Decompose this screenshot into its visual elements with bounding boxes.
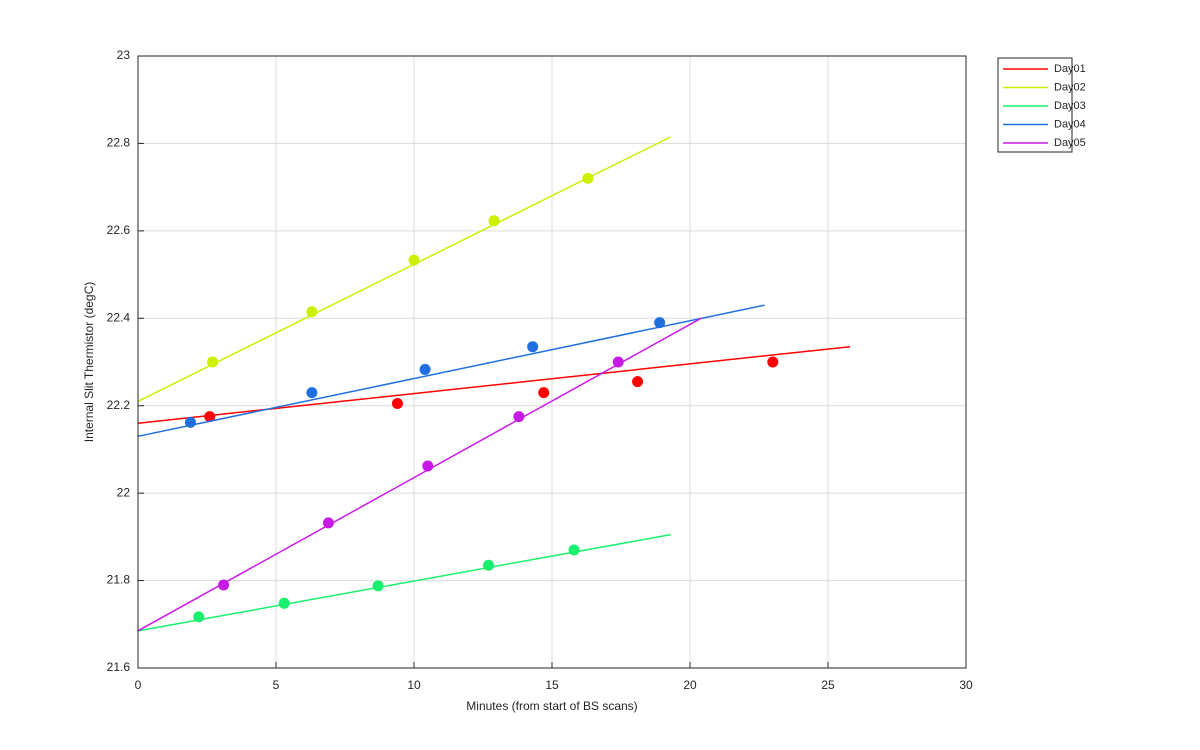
y-tick-label: 22 — [117, 485, 131, 499]
series-marker — [322, 517, 334, 529]
x-tick-label: 15 — [545, 678, 559, 692]
series-line — [137, 317, 702, 632]
series-marker — [419, 363, 431, 375]
series-line — [137, 533, 671, 632]
series-marker — [483, 559, 495, 571]
series-line — [137, 304, 765, 438]
series-marker — [372, 580, 384, 592]
legend: Day01 Day02 Day03 Day04 Day05 — [997, 57, 1086, 153]
series-marker — [582, 172, 594, 184]
series-marker — [408, 254, 420, 266]
series-marker — [654, 317, 666, 329]
y-tick-label: 22.8 — [107, 136, 131, 150]
x-tick-label: 20 — [683, 678, 697, 692]
legend-label: Day05 — [1054, 137, 1086, 149]
legend-label: Day03 — [1054, 100, 1086, 112]
x-tick-label: 5 — [273, 678, 280, 692]
series-marker — [513, 411, 525, 423]
series-marker — [391, 398, 403, 410]
series-marker — [632, 376, 644, 388]
legend-label: Day02 — [1054, 81, 1086, 93]
y-tick-label: 22.4 — [107, 310, 131, 324]
series-marker — [306, 306, 318, 318]
series-line — [137, 345, 851, 424]
series-marker — [306, 387, 318, 399]
series-marker — [193, 611, 205, 623]
series-marker — [527, 341, 539, 353]
series-line — [137, 136, 672, 403]
legend-box — [997, 57, 1073, 153]
series-marker — [568, 544, 580, 556]
series-marker — [207, 356, 219, 368]
series-marker — [218, 579, 230, 591]
x-tick-label: 30 — [959, 678, 973, 692]
y-tick-label: 23 — [117, 48, 131, 62]
x-tick-label: 25 — [821, 678, 835, 692]
y-axis-label: Internal Slit Thermistor (degC) — [82, 282, 96, 443]
x-tick-label: 0 — [135, 678, 142, 692]
y-tick-label: 22.2 — [107, 398, 131, 412]
series-marker — [422, 460, 434, 472]
series-marker — [538, 387, 550, 399]
y-tick-label: 21.6 — [107, 660, 131, 674]
x-tick-label: 10 — [407, 678, 421, 692]
series-marker — [278, 597, 290, 609]
plot — [137, 136, 851, 632]
series-marker — [767, 356, 779, 368]
legend-label: Day04 — [1054, 118, 1086, 130]
series-marker — [612, 356, 624, 368]
series-marker — [184, 416, 196, 428]
x-axis-label: Minutes (from start of BS scans) — [466, 699, 637, 713]
legend-label: Day01 — [1054, 63, 1086, 75]
y-tick-label: 22.6 — [107, 223, 131, 237]
axes-box — [137, 55, 967, 669]
grid — [137, 55, 967, 669]
series-marker — [204, 411, 216, 423]
y-tick-label: 21.8 — [107, 573, 131, 587]
series-marker — [488, 215, 500, 227]
